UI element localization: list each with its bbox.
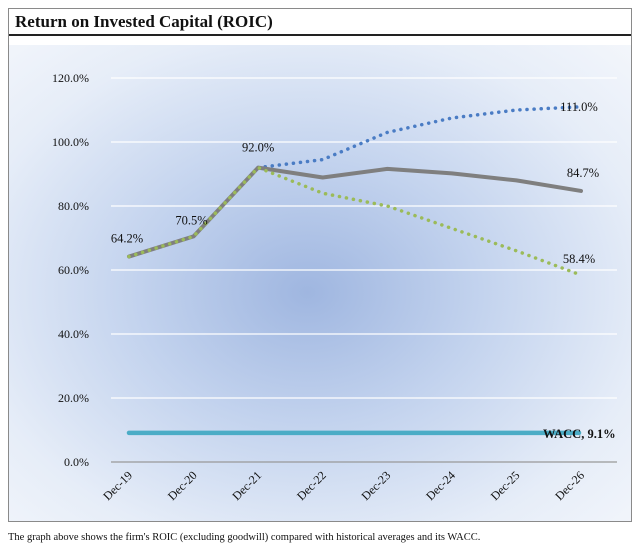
data-label: 84.7% <box>567 166 599 180</box>
y-tick-label: 80.0% <box>58 199 89 213</box>
data-label: 70.5% <box>175 213 207 227</box>
data-label: 111.0% <box>560 100 598 114</box>
wacc-label: WACC, 9.1% <box>543 427 616 441</box>
y-tick-label: 100.0% <box>52 135 89 149</box>
title-bar: Return on Invested Capital (ROIC) <box>9 9 631 36</box>
series-line-dotted-green <box>127 165 583 277</box>
series-line-solid-gray <box>127 165 583 259</box>
x-tick-label: Dec-20 <box>165 468 200 503</box>
y-tick-label: 40.0% <box>58 327 89 341</box>
x-tick-label: Dec-23 <box>359 468 394 503</box>
x-tick-label: Dec-24 <box>423 468 458 503</box>
x-tick-label: Dec-21 <box>229 468 264 503</box>
x-tick-label: Dec-22 <box>294 468 329 503</box>
y-tick-label: 60.0% <box>58 263 89 277</box>
series-line-dotted-blue <box>256 105 583 170</box>
chart-title: Return on Invested Capital (ROIC) <box>15 12 273 31</box>
plot-area: 0.0% 20.0% 40.0% 60.0% 80.0% 100.0% 120.0% Dec-… <box>9 45 631 521</box>
chart-frame: Return on Invested Capital (ROIC) 0.0% 20… <box>8 8 632 522</box>
data-label: 64.2% <box>111 232 143 246</box>
x-tick-label: Dec-26 <box>552 468 587 503</box>
y-tick-label: 120.0% <box>52 71 89 85</box>
y-tick-label: 20.0% <box>58 391 89 405</box>
y-tick-label: 0.0% <box>64 455 89 469</box>
chart-caption: The graph above shows the firm's ROIC (e… <box>8 532 481 543</box>
x-tick-label: Dec-25 <box>488 468 523 503</box>
roic-line-chart: 0.0% 20.0% 40.0% 60.0% 80.0% 100.0% 120.0% Dec-… <box>52 71 617 503</box>
x-tick-label: Dec-19 <box>100 468 135 503</box>
data-label: 58.4% <box>563 252 595 266</box>
data-label: 92.0% <box>242 141 274 155</box>
